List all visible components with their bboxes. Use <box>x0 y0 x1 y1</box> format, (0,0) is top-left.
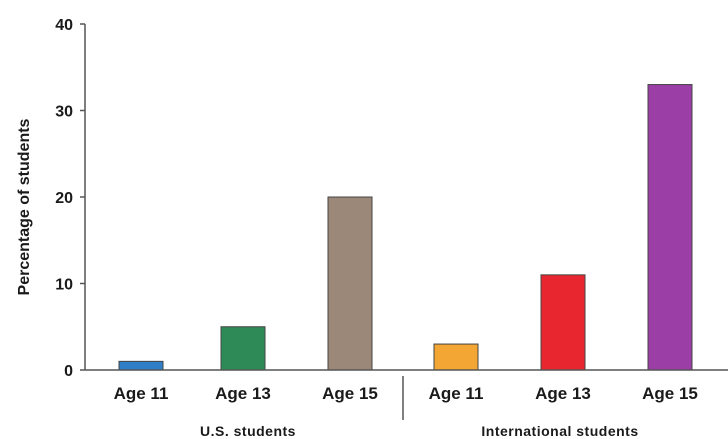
y-axis-title: Percentage of students <box>16 118 33 295</box>
bar-6 <box>647 84 693 371</box>
x-category-label: Age 15 <box>642 384 698 403</box>
y-tick-label: 20 <box>55 190 73 207</box>
category-labels: Age 11 Age 13 Age 15 Age 11 Age 13 Age 15 <box>114 384 698 403</box>
bar-3 <box>327 196 373 371</box>
bar-4 <box>433 343 479 371</box>
x-category-label: Age 11 <box>429 384 484 403</box>
x-group-label: International students <box>481 423 638 439</box>
y-tick-label: 30 <box>55 104 73 121</box>
x-category-label: Age 11 <box>114 384 169 403</box>
y-axis-ticks: 0 10 20 30 40 <box>55 17 85 380</box>
y-tick-label: 10 <box>55 277 73 294</box>
x-category-label: Age 15 <box>322 384 378 403</box>
bar-2 <box>220 326 266 371</box>
y-tick-label: 40 <box>55 17 73 34</box>
bar-1 <box>118 360 164 371</box>
x-category-label: Age 13 <box>535 384 591 403</box>
group-labels: U.S. students International students <box>200 423 638 439</box>
x-group-label: U.S. students <box>200 423 296 439</box>
bar-5 <box>540 274 586 371</box>
bars <box>118 84 693 371</box>
x-category-label: Age 13 <box>215 384 271 403</box>
y-tick-label: 0 <box>64 363 73 380</box>
y-axis-title-group: Percentage of students <box>16 118 33 295</box>
